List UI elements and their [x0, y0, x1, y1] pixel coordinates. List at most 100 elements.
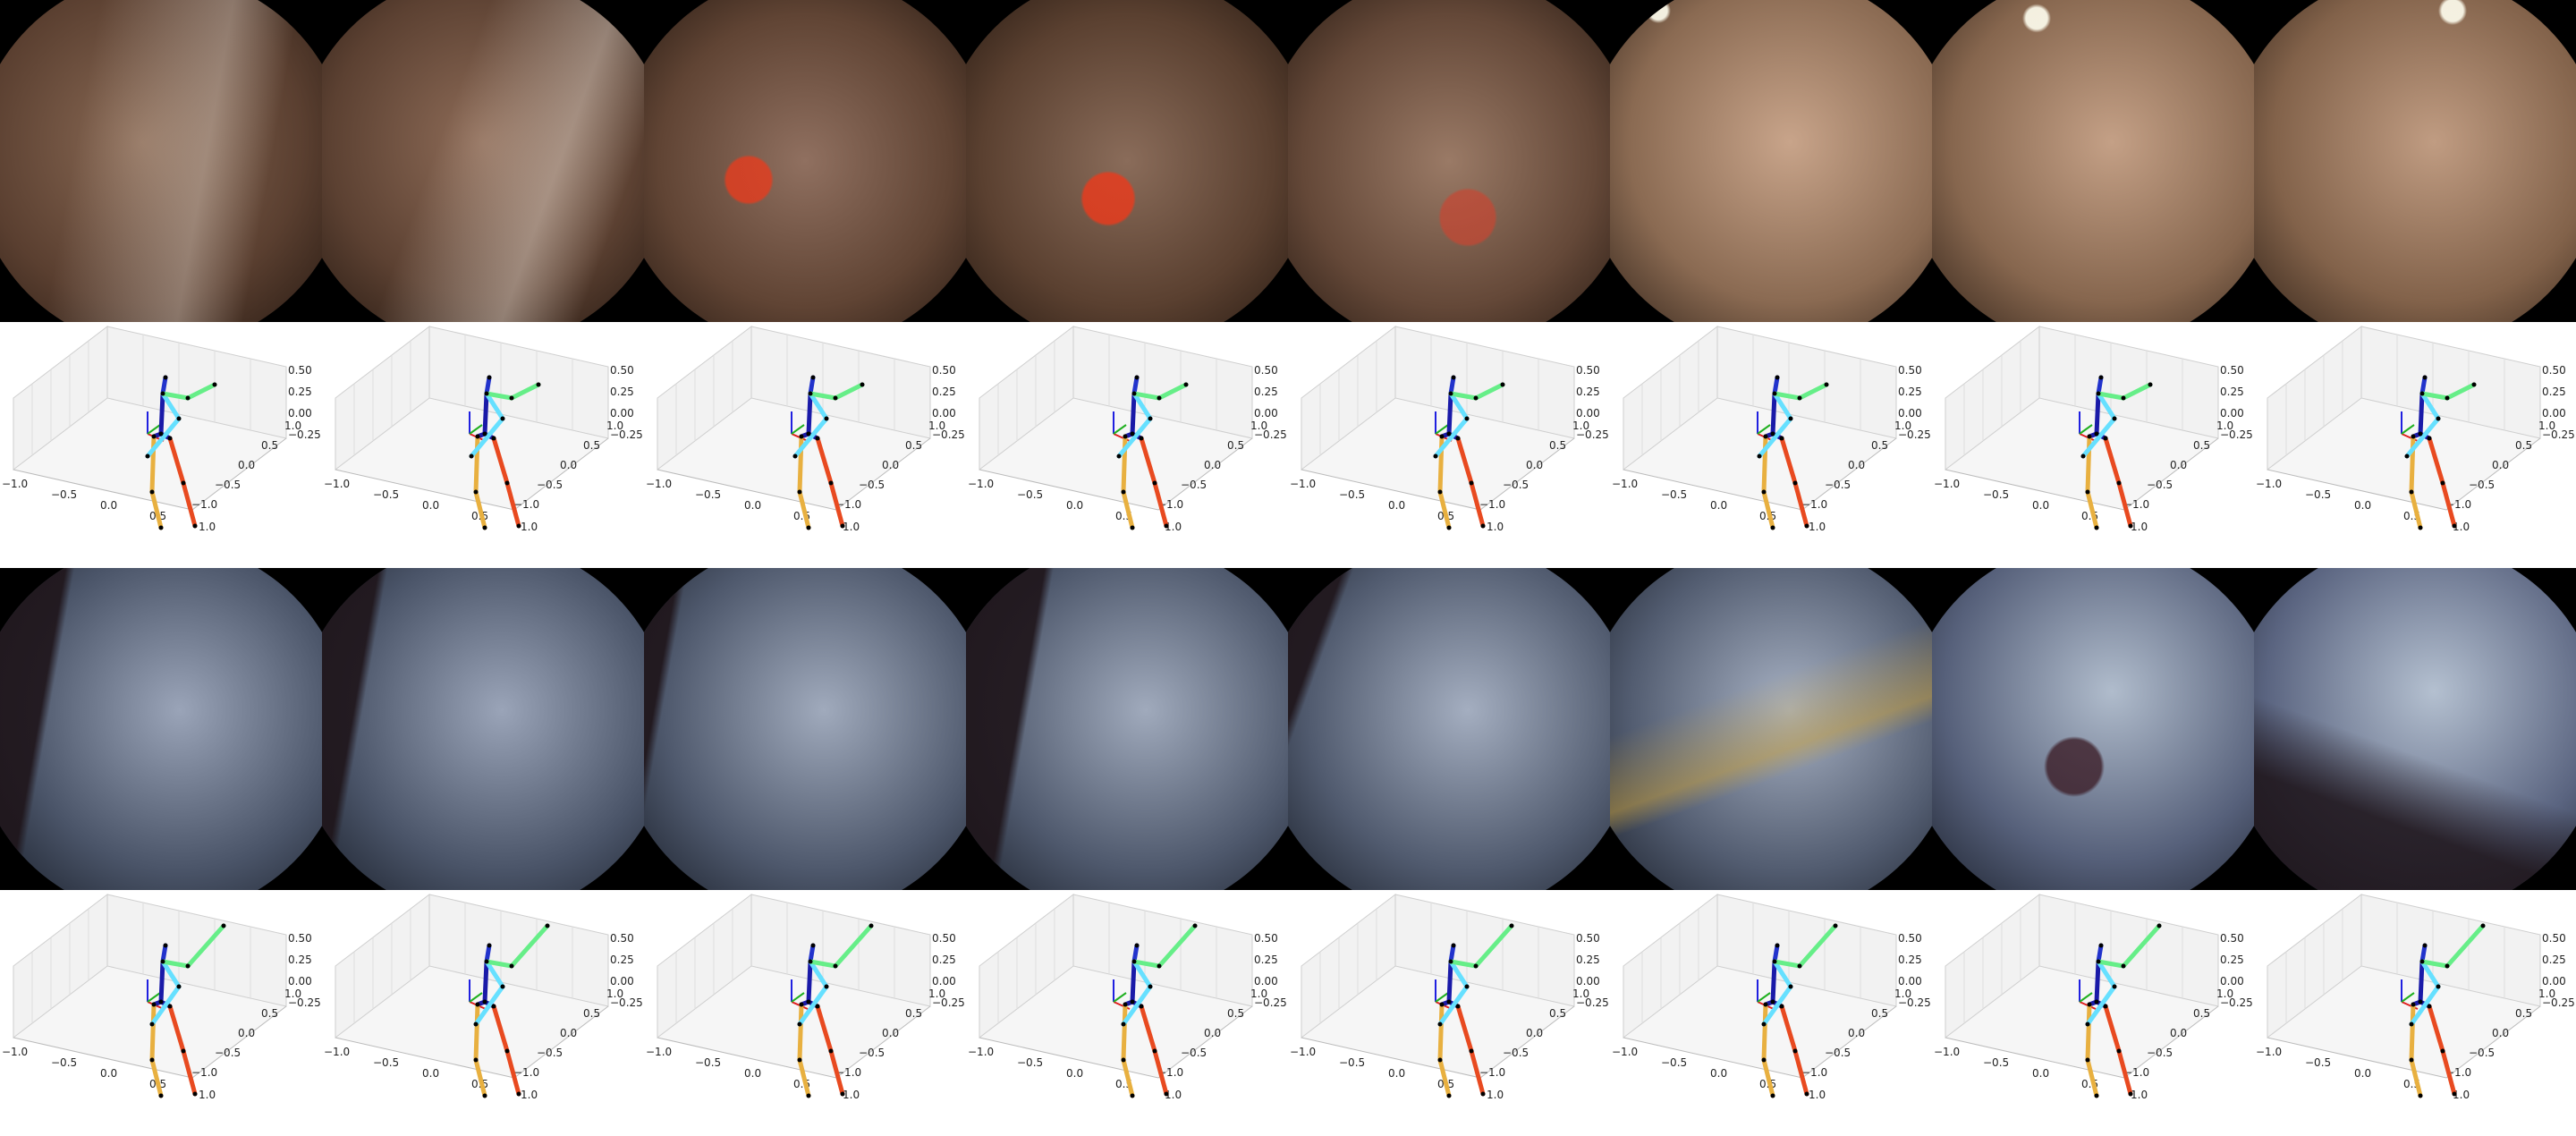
joint — [1164, 1091, 1169, 1097]
bone-right-forearm — [1761, 984, 1793, 1027]
egocentric-frame — [1932, 0, 2254, 322]
bone-right-forearm — [1437, 984, 1470, 1027]
joint — [1473, 963, 1479, 969]
egocentric-frame — [1610, 0, 1932, 322]
joint — [149, 1022, 155, 1027]
x-tick-label: 0.0 — [1388, 1067, 1405, 1080]
y-tick-label: 0.5 — [583, 439, 600, 452]
y-tick-label: 1.0 — [1250, 420, 1267, 432]
z-tick-label: −0.25 — [932, 996, 965, 1009]
joint — [151, 1002, 157, 1007]
bone-left-shin — [2085, 489, 2099, 530]
joint — [1775, 375, 1780, 380]
bone-left-upper-arm — [2096, 391, 2126, 401]
joint — [1123, 434, 1128, 439]
joint — [2471, 382, 2477, 387]
bone-right-thigh — [1779, 436, 1798, 486]
bone-left-thigh — [1761, 1002, 1768, 1063]
joint — [1763, 434, 1768, 439]
joint — [2436, 984, 2441, 989]
bone-neck — [1448, 943, 1456, 964]
x-tick-label: −1.0 — [324, 478, 350, 490]
joint — [160, 959, 165, 964]
bone-left-forearm — [833, 382, 865, 401]
y-tick-label: 0.5 — [2515, 1007, 2532, 1020]
joint — [2098, 375, 2104, 380]
bone-spine — [1446, 959, 1453, 1005]
joint — [828, 1048, 834, 1054]
joint — [158, 525, 164, 530]
bone-right-shin — [1152, 480, 1169, 529]
y-tick-label: 0.5 — [1871, 1007, 1888, 1020]
joint — [469, 454, 474, 459]
x-tick-label: −0.5 — [695, 488, 721, 501]
bone-left-shin — [1761, 1057, 1775, 1098]
bone-right-forearm — [792, 416, 829, 459]
joint — [840, 523, 845, 529]
y-tick-label: −0.5 — [1825, 1047, 1851, 1059]
joint — [1448, 959, 1453, 964]
x-tick-label: 1.0 — [2131, 1089, 2148, 1101]
egocentric-frame — [1932, 568, 2254, 890]
bone-left-shin — [797, 489, 811, 530]
bone-left-upper-arm — [1448, 959, 1479, 969]
x-tick-label: −0.5 — [1983, 1056, 2009, 1069]
joint — [1797, 395, 1802, 401]
joint — [2409, 1022, 2414, 1027]
bone-neck — [808, 375, 816, 396]
y-tick-label: 1.0 — [606, 420, 623, 432]
joint — [185, 963, 191, 969]
bone-right-forearm — [1121, 984, 1153, 1027]
bone-spine — [1130, 391, 1137, 437]
bone-left-thigh — [2085, 434, 2092, 495]
bone-neck — [1772, 375, 1780, 396]
x-tick-label: 0.0 — [1710, 499, 1727, 512]
x-tick-label: −1.0 — [324, 1046, 350, 1058]
bone-neck — [160, 943, 168, 964]
joint — [473, 489, 479, 495]
joint — [1121, 1022, 1126, 1027]
bone-right-thigh — [1139, 1004, 1157, 1054]
z-tick-label: −0.25 — [2542, 428, 2575, 441]
bone-spine — [1770, 959, 1777, 1005]
joint — [1797, 963, 1802, 969]
y-tick-label: 0.0 — [1526, 1027, 1543, 1039]
bone-right-thigh — [167, 1004, 186, 1054]
joint — [806, 999, 811, 1005]
y-tick-label: 0.5 — [2193, 1007, 2210, 1020]
bone-right-shin — [1469, 480, 1486, 529]
joint — [167, 436, 173, 441]
joint — [1446, 1093, 1452, 1098]
joint — [192, 1091, 198, 1097]
z-tick-label: 0.25 — [1576, 386, 1600, 398]
y-tick-label: 1.0 — [606, 988, 623, 1000]
joint — [158, 999, 164, 1005]
joint — [2411, 1002, 2416, 1007]
joint — [1779, 1004, 1784, 1009]
x-tick-label: 0.0 — [1388, 499, 1405, 512]
z-tick-label: −0.25 — [1254, 428, 1287, 441]
bone-right-upper-arm — [1448, 391, 1470, 421]
joint — [149, 489, 155, 495]
joint — [1775, 943, 1780, 948]
joint — [1792, 480, 1798, 486]
y-tick-label: 0.5 — [1227, 1007, 1244, 1020]
joint — [1446, 525, 1452, 530]
joint — [1772, 391, 1777, 396]
joint — [158, 431, 164, 437]
joint — [176, 416, 182, 421]
joint — [1130, 431, 1135, 437]
y-tick-label: 0.0 — [882, 459, 899, 471]
z-tick-label: 0.25 — [2220, 954, 2244, 966]
joint — [2087, 1002, 2092, 1007]
y-tick-label: −1.0 — [191, 1066, 217, 1079]
bone-left-thigh — [2409, 1002, 2416, 1063]
x-tick-label: 1.0 — [1487, 521, 1504, 533]
joint — [181, 480, 186, 486]
joint — [2418, 431, 2423, 437]
x-tick-label: 0.0 — [744, 1067, 761, 1080]
z-tick-label: 0.25 — [610, 954, 634, 966]
z-tick-label: 0.00 — [932, 975, 956, 988]
